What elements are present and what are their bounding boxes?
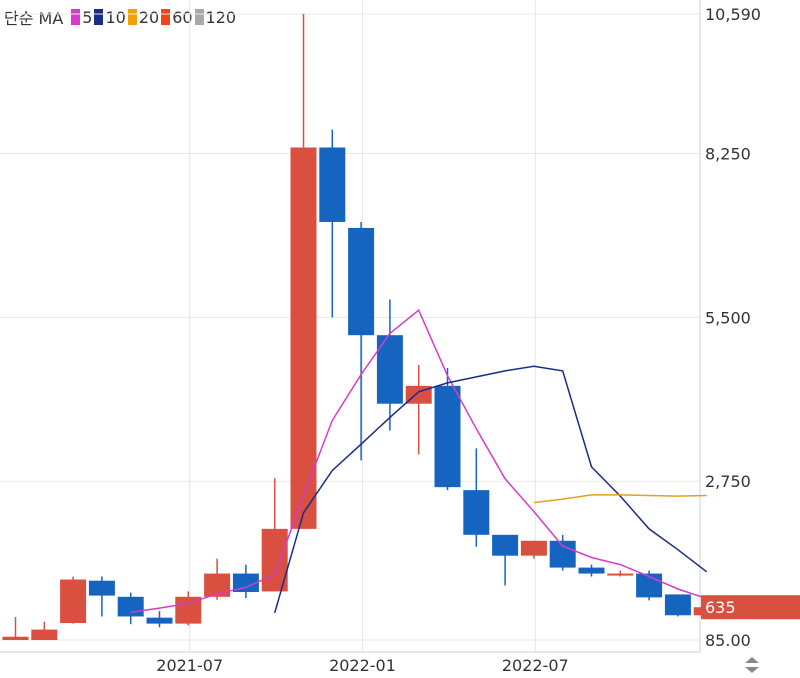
x-tick-label-1: 2022-01 [329, 656, 396, 675]
candle-body-20 [578, 567, 605, 574]
x-axis: 2021-07 2022-01 2022-07 [156, 656, 568, 675]
candle-body-17 [492, 534, 519, 556]
candle-body-1 [31, 629, 58, 640]
candle-body-19 [549, 540, 576, 568]
candle-body-2 [60, 579, 87, 624]
legend-swatch-ma10[interactable] [94, 9, 104, 25]
legend-label-ma5: 5 [82, 7, 93, 27]
x-tick-label-2: 2022-07 [502, 656, 569, 675]
candle-body-3 [88, 580, 115, 596]
current-price-label: 635 [705, 598, 736, 617]
candle-body-18 [520, 540, 547, 556]
candle-body-23 [664, 594, 691, 616]
legend-label-ma10: 10 [105, 7, 126, 27]
legend-swatch-ma20[interactable] [127, 9, 137, 25]
y-tick-label-1: 8,250 [705, 144, 751, 163]
candle-body-21 [607, 573, 634, 576]
candle-body-15 [434, 385, 461, 488]
candle-body-8 [232, 573, 259, 593]
y-tick-label-3: 2,750 [705, 472, 751, 491]
up-down-arrows-icon[interactable] [742, 656, 762, 674]
current-price-box: 635 [701, 595, 800, 620]
candle-body-10 [290, 147, 317, 529]
moving-average-lines [130, 309, 708, 614]
current-price-background [701, 595, 800, 620]
y-axis: 10,590 8,250 5,500 2,750 85.00 [705, 5, 761, 650]
candle-body-0 [2, 636, 29, 640]
ma-line-ma10 [273, 365, 708, 614]
legend-label-ma120: 120 [205, 7, 237, 27]
legend-swatch-ma120[interactable] [194, 9, 204, 25]
candle-body-12 [348, 227, 375, 336]
y-tick-label-2: 5,500 [705, 308, 751, 327]
candle-body-4 [117, 596, 144, 617]
y-tick-label-0: 10,590 [705, 5, 761, 24]
legend-swatch-ma60[interactable] [161, 9, 171, 25]
legend-label-ma60: 60 [172, 7, 193, 27]
candle-body-7 [204, 573, 231, 597]
x-tick-label-0: 2021-07 [156, 656, 223, 675]
candles [2, 14, 720, 640]
ma-line-ma5 [130, 309, 707, 614]
candle-body-16 [463, 490, 490, 535]
candle-body-5 [146, 617, 173, 624]
candle-body-11 [319, 147, 346, 222]
legend-swatch-ma5[interactable] [71, 9, 81, 25]
legend-label-ma20: 20 [138, 7, 160, 27]
y-tick-label-4: 85.00 [705, 631, 751, 650]
ma-line-ma20 [533, 494, 707, 504]
